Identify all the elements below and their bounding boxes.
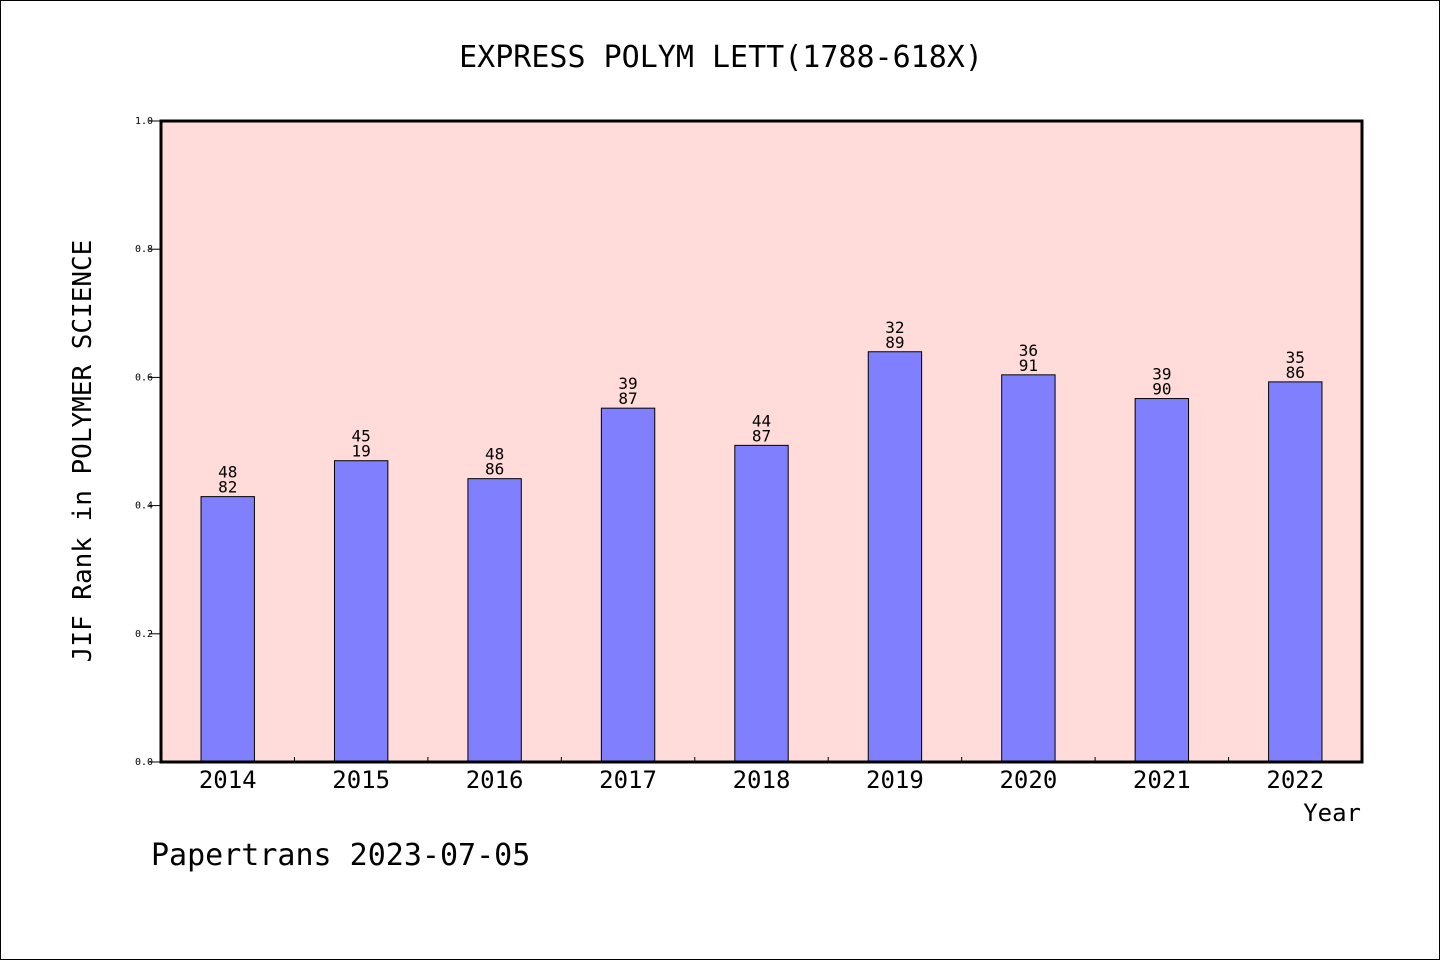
x-tick-label-2015: 2015	[332, 766, 390, 794]
data-label-bottom-2020: 91	[1019, 356, 1038, 375]
x-tick-label-2021: 2021	[1133, 766, 1191, 794]
chart-title: EXPRESS POLYM LETT(1788-618X)	[459, 40, 983, 75]
data-label-top-2017: 39	[618, 374, 637, 393]
y-axis-label: JIF Rank in POLYMER SCIENCE	[68, 240, 98, 663]
x-axis-label: Year	[1303, 799, 1361, 827]
y-tick-label: 1.0	[135, 116, 153, 127]
data-label-bottom-2018: 87	[752, 426, 771, 445]
y-tick-label: 0.0	[135, 757, 153, 768]
data-label-bottom-2019: 89	[885, 333, 904, 352]
x-tick-label-2018: 2018	[733, 766, 791, 794]
bar-2016	[467, 478, 522, 763]
data-label-top-2018: 44	[752, 411, 771, 430]
y-tick-label: 0.2	[135, 629, 153, 640]
bar-2020	[1001, 374, 1056, 763]
x-tick-label-2019: 2019	[866, 766, 924, 794]
bar-2021	[1134, 398, 1190, 763]
data-label-bottom-2016: 86	[485, 460, 504, 479]
x-tick-label-2016: 2016	[466, 766, 524, 794]
x-tick-label-2020: 2020	[999, 766, 1057, 794]
bar-2019	[867, 351, 923, 763]
bar-2018	[734, 444, 789, 763]
x-tick-label-2017: 2017	[599, 766, 657, 794]
bar-2015	[333, 460, 389, 763]
data-label-top-2015: 45	[352, 427, 371, 446]
data-label-bottom-2017: 87	[618, 389, 637, 408]
x-tick-label-2014: 2014	[199, 766, 257, 794]
data-label-bottom-2021: 90	[1152, 380, 1171, 399]
y-axis-ticks: 0.0 0.2 0.4 0.6 0.8 1.0	[135, 116, 161, 768]
plot-border	[159, 119, 1364, 764]
data-label-top-2021: 39	[1152, 365, 1171, 384]
data-label-bottom-2015: 19	[352, 442, 371, 461]
x-axis-ticks: 2014 2015 2016 2017 2018 2019 2020 2021 2022	[199, 757, 1324, 794]
bar-2022	[1268, 381, 1323, 763]
data-label-bottom-2014: 82	[218, 478, 237, 497]
y-tick-label: 0.8	[135, 244, 153, 255]
bar-2014	[200, 496, 255, 763]
bar-2017	[600, 407, 656, 763]
data-label-top-2022: 35	[1286, 348, 1305, 367]
y-tick-label: 0.4	[135, 501, 153, 512]
bar-group	[200, 351, 1323, 763]
data-label-bottom-2022: 86	[1286, 363, 1305, 382]
data-label-top-2020: 36	[1019, 341, 1038, 360]
data-label-top-2014: 48	[218, 463, 237, 482]
data-label-top-2019: 32	[885, 318, 904, 337]
footer-text: Papertrans 2023-07-05	[151, 838, 530, 873]
y-tick-label: 0.6	[135, 372, 153, 383]
data-label-top-2016: 48	[485, 445, 504, 464]
x-tick-label-2022: 2022	[1266, 766, 1324, 794]
